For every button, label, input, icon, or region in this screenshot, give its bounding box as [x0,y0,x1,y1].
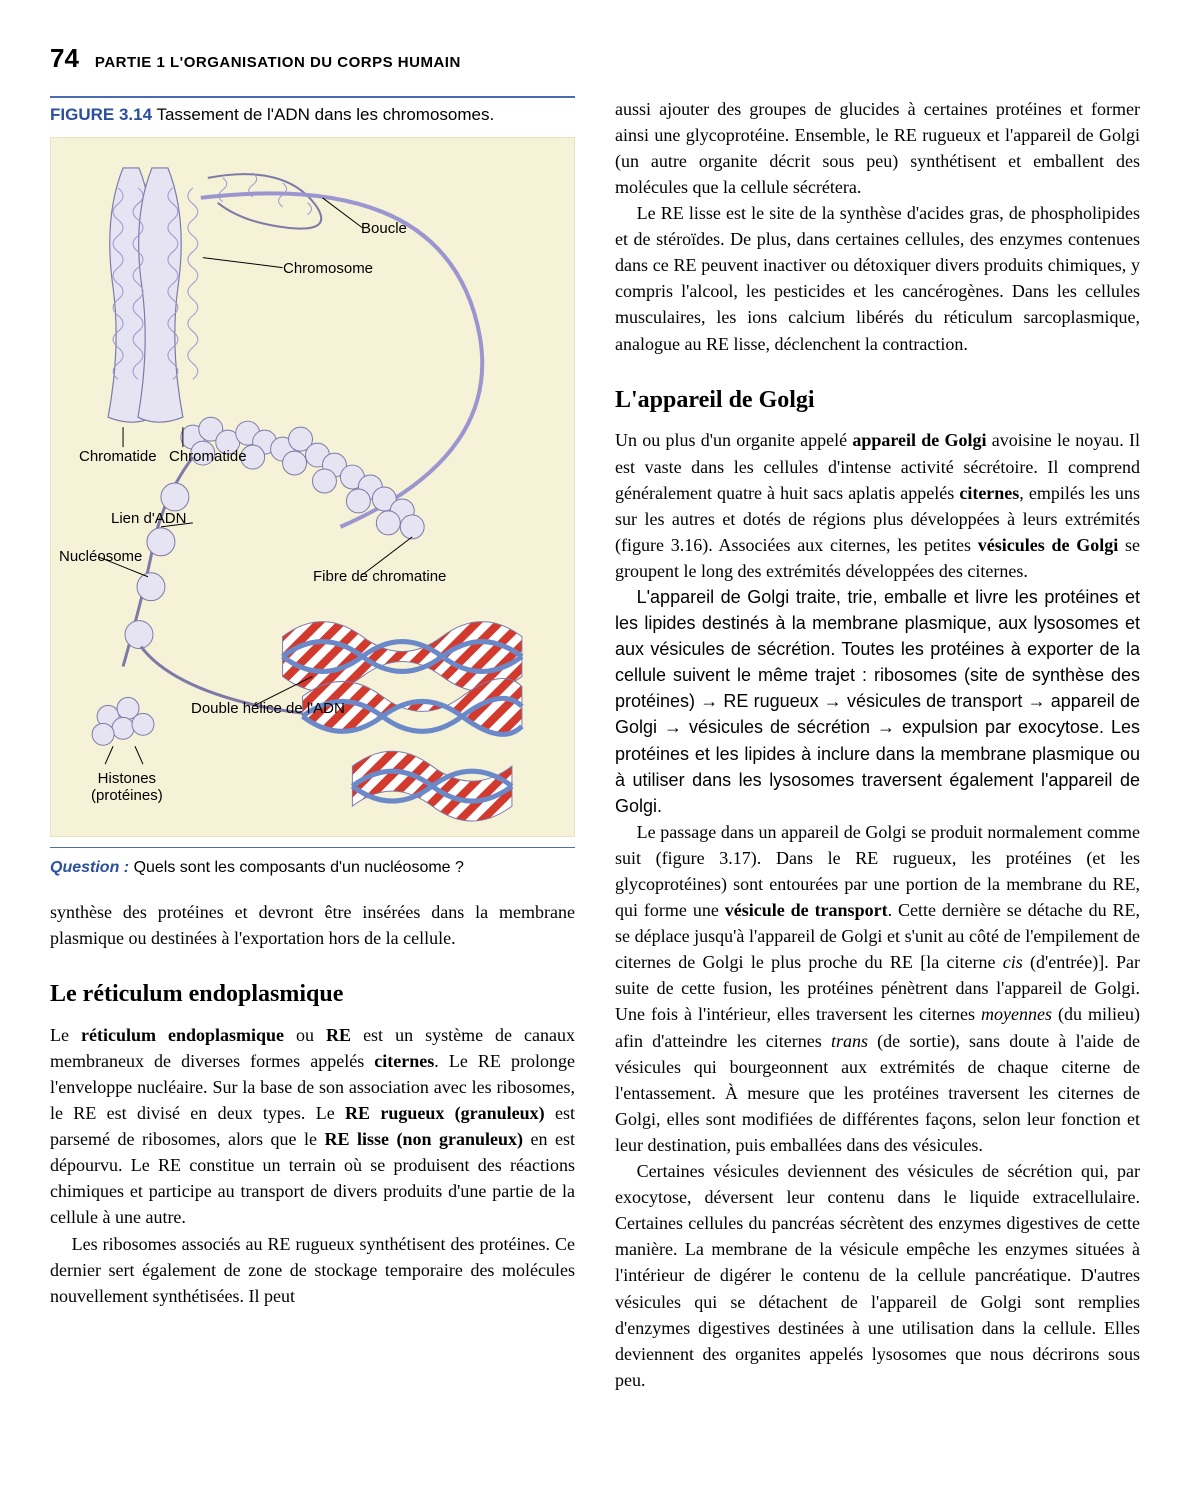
label-chromatide-2: Chromatide [169,448,247,465]
label-chromosome: Chromosome [283,260,373,277]
label-lien-adn: Lien d'ADN [111,510,186,527]
golgi-p3: Le passage dans un appareil de Golgi se … [615,819,1140,1158]
right-column: aussi ajouter des groupes de glucides à … [615,96,1140,1393]
figure-number: FIGURE 3.14 [50,105,152,124]
dna-packaging-diagram: Boucle Chromosome Chromatide Chromatide … [50,137,575,837]
part-label: PARTIE 1 L'ORGANISATION DU CORPS HUMAIN [95,52,461,74]
label-fibre-chromatine: Fibre de chromatine [313,568,446,585]
question-text: Quels sont les composants d'un nucléosom… [134,859,464,876]
label-chromatide-1: Chromatide [79,448,157,465]
diagram-svg [51,138,574,836]
page-header: 74 PARTIE 1 L'ORGANISATION DU CORPS HUMA… [50,40,1140,78]
section-title-golgi: L'appareil de Golgi [615,383,1140,418]
two-column-layout: FIGURE 3.14 Tassement de l'ADN dans les … [50,96,1140,1393]
figure-rule-bottom [50,847,575,848]
golgi-p1: Un ou plus d'un organite appelé appareil… [615,427,1140,584]
continuation-paragraph: synthèse des protéines et devront être i… [50,899,575,951]
label-boucle: Boucle [361,220,407,237]
figure-rule-top [50,96,575,98]
re-paragraph-2: Les ribosomes associés au RE rugueux syn… [50,1231,575,1309]
right-p0: aussi ajouter des groupes de glucides à … [615,96,1140,200]
re-paragraph-1: Le réticulum endoplasmique ou RE est un … [50,1022,575,1231]
golgi-p4: Certaines vésicules deviennent des vésic… [615,1158,1140,1393]
label-double-helice: Double hélice de l'ADN [191,700,345,717]
left-column: FIGURE 3.14 Tassement de l'ADN dans les … [50,96,575,1393]
label-histones: Histones (protéines) [91,770,163,805]
figure-question: Question : Quels sont les composants d'u… [50,856,575,879]
label-nucleosome: Nucléosome [59,548,142,565]
page-number: 74 [50,40,79,78]
figure-3-14: FIGURE 3.14 Tassement de l'ADN dans les … [50,96,575,879]
golgi-p2: L'appareil de Golgi traite, trie, emball… [615,584,1140,819]
figure-caption: FIGURE 3.14 Tassement de l'ADN dans les … [50,104,575,127]
question-label: Question : [50,859,129,876]
figure-caption-text: Tassement de l'ADN dans les chromosomes. [156,105,494,124]
right-p1: Le RE lisse est le site de la synthèse d… [615,200,1140,357]
section-title-re: Le réticulum endoplasmique [50,977,575,1012]
